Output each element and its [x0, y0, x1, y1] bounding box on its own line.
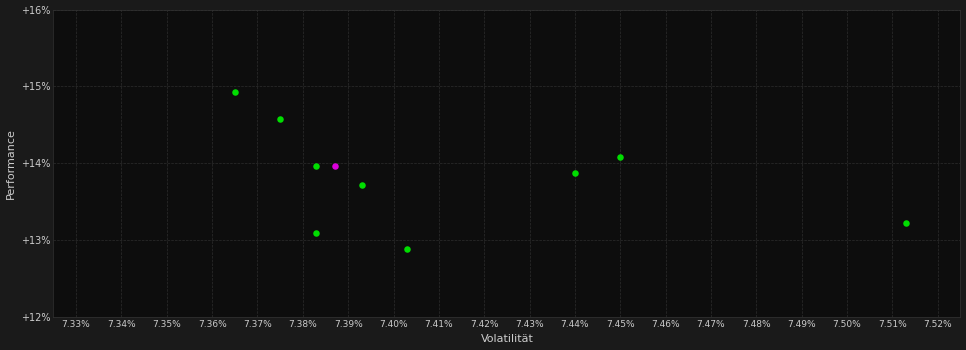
Point: [227, 89, 242, 95]
Point: [567, 170, 582, 175]
Point: [355, 182, 370, 188]
X-axis label: Volatilität: Volatilität: [480, 335, 533, 344]
Point: [327, 163, 342, 168]
Point: [272, 116, 288, 121]
Point: [399, 247, 414, 252]
Y-axis label: Performance: Performance: [6, 128, 15, 199]
Point: [612, 154, 628, 160]
Point: [898, 220, 914, 226]
Point: [309, 163, 325, 168]
Point: [309, 230, 325, 235]
